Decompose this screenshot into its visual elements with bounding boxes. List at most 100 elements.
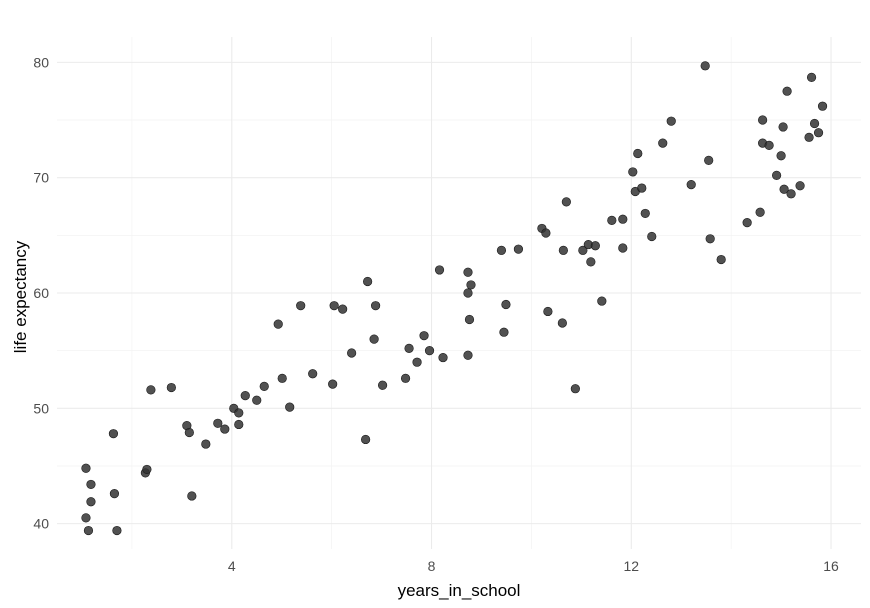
data-point <box>377 380 388 390</box>
data-point <box>779 184 789 194</box>
data-point <box>804 132 814 142</box>
y-axis-tick-labels: 40 50 60 70 80 <box>33 54 49 531</box>
data-point <box>776 151 786 161</box>
data-point <box>234 419 244 430</box>
data-point <box>700 61 710 71</box>
x-axis-tick-labels: 4 8 12 16 <box>228 558 839 574</box>
data-point <box>558 245 568 255</box>
data-point <box>618 214 628 224</box>
data-point <box>240 391 250 401</box>
data-point <box>640 208 650 219</box>
data-point <box>338 304 348 314</box>
y-tick-label: 40 <box>33 516 49 532</box>
data-point <box>647 231 657 242</box>
y-tick-label: 60 <box>33 285 49 301</box>
data-point <box>213 418 223 428</box>
data-point <box>578 245 588 255</box>
data-point <box>464 314 475 325</box>
data-point <box>633 148 643 159</box>
data-point <box>463 288 473 298</box>
data-point <box>184 427 194 438</box>
data-point <box>201 439 211 449</box>
data-point <box>109 489 120 499</box>
data-point <box>166 382 176 393</box>
data-point <box>705 234 715 244</box>
data-point <box>813 128 824 138</box>
x-tick-label: 16 <box>823 558 839 574</box>
y-axis-title: life expectancy <box>11 240 30 353</box>
y-tick-label: 70 <box>33 170 49 186</box>
data-point <box>259 381 269 392</box>
data-point <box>434 265 445 275</box>
data-point <box>369 334 379 344</box>
data-point <box>817 101 828 111</box>
data-point <box>404 343 414 353</box>
data-point <box>463 267 473 277</box>
data-point <box>83 525 94 536</box>
y-tick-label: 80 <box>33 54 49 70</box>
data-point <box>142 464 152 475</box>
data-point <box>496 245 507 255</box>
data-point <box>187 491 197 501</box>
data-point <box>81 463 91 473</box>
data-point <box>806 72 817 82</box>
data-point <box>329 301 339 311</box>
data-point <box>778 122 788 132</box>
data-point <box>561 197 571 207</box>
data-point <box>400 373 411 383</box>
data-point <box>86 497 96 507</box>
data-point <box>782 86 792 96</box>
data-point <box>755 207 765 217</box>
data-point <box>541 228 551 238</box>
data-point <box>764 140 774 150</box>
data-point <box>463 350 473 360</box>
data-point <box>557 318 567 328</box>
data-point <box>234 408 244 418</box>
data-point <box>412 357 422 367</box>
data-point <box>795 181 805 191</box>
data-point <box>361 434 371 445</box>
data-point <box>501 299 511 310</box>
data-point <box>466 280 476 290</box>
x-axis-title: years_in_school <box>398 581 521 600</box>
data-point <box>686 180 696 190</box>
data-point <box>220 424 230 434</box>
data-point <box>786 189 796 199</box>
data-point <box>742 218 752 228</box>
data-point <box>716 254 726 265</box>
data-point <box>570 384 580 394</box>
data-point <box>772 170 782 180</box>
data-point <box>363 276 373 287</box>
data-point <box>371 301 381 311</box>
data-point <box>597 296 607 306</box>
data-point <box>607 215 617 225</box>
data-point <box>704 155 714 165</box>
y-tick-label: 50 <box>33 400 49 416</box>
data-point <box>438 352 448 363</box>
data-point <box>347 348 357 358</box>
data-point <box>809 118 820 129</box>
data-point <box>146 385 156 395</box>
data-point <box>513 244 524 254</box>
data-point <box>252 395 262 405</box>
data-point <box>618 243 628 253</box>
data-point <box>637 183 647 193</box>
data-point <box>108 429 119 439</box>
data-point <box>81 513 91 523</box>
data-point <box>499 327 509 337</box>
data-point <box>590 241 600 251</box>
x-tick-label: 8 <box>428 558 436 574</box>
data-point <box>628 167 638 177</box>
x-tick-label: 12 <box>623 558 639 574</box>
data-point <box>758 115 768 125</box>
data-point <box>277 373 287 383</box>
data-point <box>308 369 318 379</box>
x-tick-label: 4 <box>228 558 236 574</box>
data-point <box>86 479 96 490</box>
data-point <box>543 306 553 317</box>
data-point <box>328 379 338 389</box>
grid-lines <box>57 37 861 549</box>
data-point <box>658 138 668 148</box>
